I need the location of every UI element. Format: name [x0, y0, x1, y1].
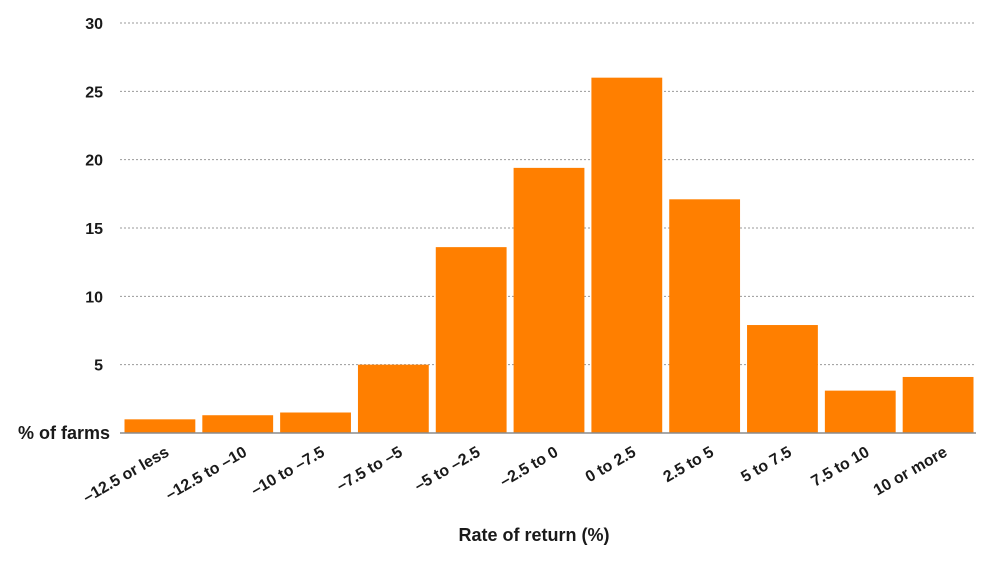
y-tick-label: 15 — [85, 221, 103, 238]
x-tick-label: –12.5 or less — [80, 444, 172, 507]
bar — [902, 376, 974, 433]
bar — [591, 77, 663, 434]
bar — [357, 364, 429, 433]
bar — [202, 415, 274, 433]
y-tick-label: 30 — [85, 16, 103, 33]
x-tick-label: –10 to –7.5 — [248, 444, 327, 500]
x-tick-label: 10 or more — [871, 444, 950, 500]
x-tick-labels: –12.5 or less–12.5 to –10–10 to –7.5 –7.5… — [80, 444, 950, 507]
x-axis-title: Rate of return (%) — [458, 525, 609, 545]
bar — [824, 390, 896, 433]
x-tick-label: 2.5 to 5 — [661, 444, 717, 486]
bar — [124, 419, 196, 433]
y-axis-title: % of farms — [18, 423, 110, 443]
y-tick-label: 10 — [85, 289, 103, 306]
bar-layer — [124, 77, 974, 434]
x-tick-label: 0 to 2.5 — [583, 444, 639, 486]
y-tick-label: 20 — [85, 153, 103, 170]
x-tick-label: –7.5 to –5 — [334, 444, 406, 495]
x-tick-label: 7.5 to 10 — [809, 444, 873, 491]
x-tick-label: –12.5 to –10 — [163, 444, 250, 504]
bar — [747, 325, 818, 433]
x-tick-label: –2.5 to 0 — [497, 444, 561, 491]
bar — [435, 247, 507, 433]
bar — [513, 167, 585, 433]
y-tick-labels: 5 10 15 20 25 30 — [85, 16, 103, 375]
bar — [669, 199, 741, 433]
x-tick-label: –5 to –2.5 — [412, 444, 484, 495]
x-tick-label: 5 to 7.5 — [738, 444, 794, 486]
y-tick-label: 5 — [94, 358, 103, 375]
bar — [280, 412, 351, 433]
y-tick-label: 25 — [85, 84, 103, 101]
